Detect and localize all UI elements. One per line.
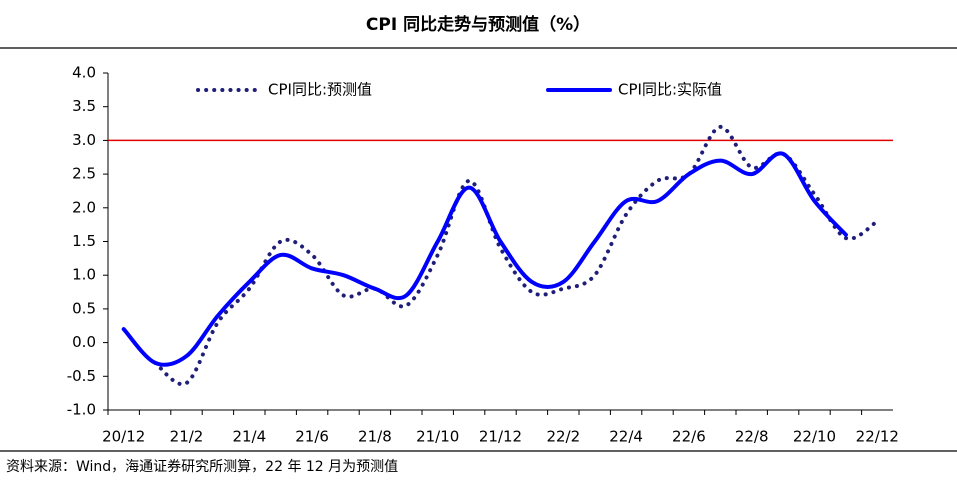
x-tick-label: 22/4 bbox=[609, 428, 643, 446]
series-line bbox=[121, 151, 848, 367]
y-tick-label: -1.0 bbox=[67, 401, 96, 419]
series-line bbox=[153, 124, 880, 387]
x-tick-label: 21/6 bbox=[295, 428, 329, 446]
y-tick-label: -0.5 bbox=[67, 367, 96, 385]
x-tick-label: 21/8 bbox=[358, 428, 392, 446]
x-tick-label: 22/2 bbox=[546, 428, 580, 446]
legend-label: CPI同比:实际值 bbox=[618, 81, 722, 99]
y-tick-label: 4.0 bbox=[72, 64, 96, 82]
y-tick-label: 2.5 bbox=[72, 165, 96, 183]
x-tick-label: 21/12 bbox=[479, 428, 522, 446]
y-tick-label: 3.5 bbox=[72, 97, 96, 115]
chart-title: CPI 同比走势与预测值（%） bbox=[366, 14, 590, 35]
y-tick-label: 3.0 bbox=[72, 131, 96, 149]
y-tick-label: 1.5 bbox=[72, 232, 96, 250]
x-tick-label: 22/6 bbox=[672, 428, 706, 446]
y-tick-label: 2.0 bbox=[72, 198, 96, 216]
source-note: 资料来源：Wind，海通证券研究所测算，22 年 12 月为预测值 bbox=[6, 459, 398, 475]
x-tick-label: 22/10 bbox=[793, 428, 836, 446]
legend-label: CPI同比:预测值 bbox=[268, 81, 372, 99]
y-tick-label: 0.0 bbox=[72, 333, 96, 351]
x-tick-label: 21/2 bbox=[170, 428, 204, 446]
x-tick-label: 20/12 bbox=[102, 428, 145, 446]
x-tick-label: 21/4 bbox=[232, 428, 266, 446]
x-tick-label: 22/8 bbox=[735, 428, 769, 446]
y-tick-label: 1.0 bbox=[72, 266, 96, 284]
y-tick-label: 0.5 bbox=[72, 299, 96, 317]
x-tick-label: 21/10 bbox=[416, 428, 459, 446]
x-tick-label: 22/12 bbox=[856, 428, 899, 446]
